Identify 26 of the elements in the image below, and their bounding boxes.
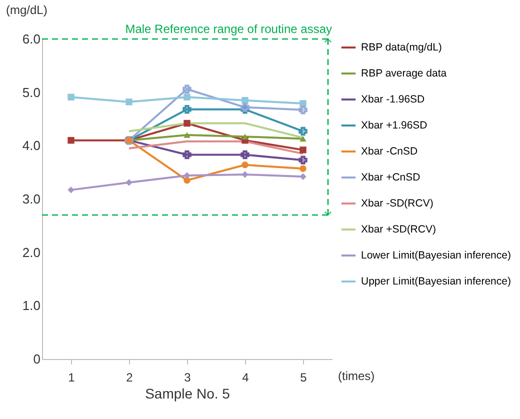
legend-label: Xbar +CnSD bbox=[361, 172, 421, 184]
x-axis-title: Sample No. 5 bbox=[145, 386, 230, 402]
legend-label: Xbar +SD(RCV) bbox=[361, 224, 436, 236]
y-tick-label: 6.0 bbox=[22, 32, 40, 46]
text: (times) bbox=[338, 369, 375, 383]
ref-line-label: Male Reference range of routine assay bbox=[125, 22, 332, 36]
y-tick-label: 5.0 bbox=[22, 84, 40, 100]
x-tick-label: 5 bbox=[300, 370, 308, 384]
y-axis-title: (mg/dL) bbox=[6, 3, 48, 17]
legend-label: RBP average data bbox=[361, 68, 447, 80]
legend-label: Xbar -CnSD bbox=[361, 146, 418, 158]
x-tick-label: 3 bbox=[184, 370, 192, 384]
y-tick-label: 4.0 bbox=[22, 138, 40, 154]
x-tick-label: 1 bbox=[68, 370, 76, 384]
y-tick-label: 2.0 bbox=[22, 244, 40, 260]
y-tick-label: 3.0 bbox=[22, 192, 40, 206]
y-tick-label: 0 bbox=[33, 352, 40, 366]
legend-label: Upper Limit(Bayesian inference) bbox=[361, 276, 511, 288]
legend-label: Xbar -SD(RCV) bbox=[361, 198, 434, 210]
x-tick-label: 2 bbox=[126, 370, 134, 384]
x-tick-label: 4 bbox=[242, 370, 250, 384]
legend-label: Lower Limit(Bayesian inference) bbox=[361, 250, 511, 262]
legend-label: RBP data(mg/dL) bbox=[361, 42, 442, 54]
legend-label: Xbar +1.96SD bbox=[361, 120, 428, 132]
legend-label: Xbar -1.96SD bbox=[361, 94, 426, 106]
y-tick-label: 1.0 bbox=[22, 298, 40, 314]
